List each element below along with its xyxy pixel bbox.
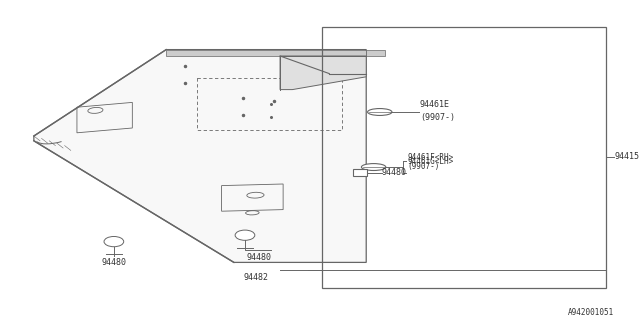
Polygon shape xyxy=(34,50,366,262)
Text: 94461E: 94461E xyxy=(420,100,450,109)
Text: (9907-): (9907-) xyxy=(408,162,440,171)
Text: 94461G<LH>: 94461G<LH> xyxy=(408,157,454,166)
Circle shape xyxy=(104,236,124,247)
Bar xyxy=(322,27,605,288)
Text: 94461F<RH>: 94461F<RH> xyxy=(408,153,454,162)
Text: 94480: 94480 xyxy=(101,258,126,267)
Ellipse shape xyxy=(362,164,386,171)
Circle shape xyxy=(235,230,255,240)
Polygon shape xyxy=(166,50,366,56)
Ellipse shape xyxy=(367,108,392,116)
Text: 94415: 94415 xyxy=(615,152,640,161)
Text: (9907-): (9907-) xyxy=(420,113,455,122)
Bar xyxy=(353,169,367,176)
Polygon shape xyxy=(280,56,366,90)
Polygon shape xyxy=(366,50,385,56)
Text: 94482: 94482 xyxy=(243,273,268,282)
Text: A942001051: A942001051 xyxy=(568,308,614,317)
Text: 94480: 94480 xyxy=(246,253,271,262)
Text: 94480: 94480 xyxy=(381,168,406,177)
